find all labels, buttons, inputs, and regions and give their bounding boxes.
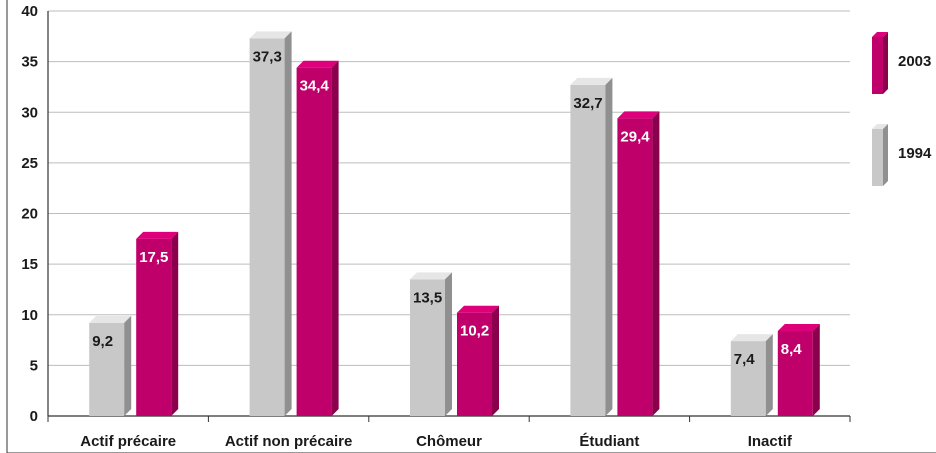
legend-label: 1994 bbox=[898, 145, 932, 162]
value-label: 32,7 bbox=[573, 95, 602, 112]
value-label: 8,4 bbox=[781, 341, 803, 358]
value-label: 37,3 bbox=[253, 48, 282, 65]
y-tick-label: 10 bbox=[21, 307, 38, 324]
value-label: 10,2 bbox=[460, 323, 489, 340]
bar-2003-3 bbox=[617, 111, 660, 416]
gridlines bbox=[48, 10, 850, 366]
value-label: 34,4 bbox=[300, 78, 330, 95]
value-label: 7,4 bbox=[734, 351, 756, 368]
category-label: Actif non précaire bbox=[225, 433, 353, 450]
bar-2003-0 bbox=[136, 231, 179, 416]
category-label: Actif précaire bbox=[80, 433, 176, 450]
value-label: 17,5 bbox=[139, 249, 168, 266]
y-tick-label: 5 bbox=[30, 357, 38, 374]
y-tick-label: 40 bbox=[21, 3, 38, 20]
bar-1994-2 bbox=[410, 272, 452, 416]
bar-1994-4 bbox=[730, 334, 773, 416]
bar-2003-1 bbox=[296, 60, 339, 416]
axes: 0 5 10 15 20 25 30 35 40 Actif précaire Actif non … bbox=[6, 0, 936, 453]
legend-label: 2003 bbox=[898, 53, 931, 70]
bar-1994-1 bbox=[249, 31, 292, 417]
bar-1994-0 bbox=[89, 315, 132, 416]
y-tick-label: 15 bbox=[21, 256, 38, 273]
bar-2003-2 bbox=[457, 305, 499, 416]
y-tick-label: 35 bbox=[21, 54, 38, 71]
legend-swatch bbox=[872, 37, 883, 94]
bar-1994-3 bbox=[570, 77, 613, 416]
legend-item-1994: 1994 bbox=[872, 124, 932, 186]
category-label: Chômeur bbox=[416, 433, 482, 450]
value-label: 13,5 bbox=[413, 289, 442, 306]
value-label: 9,2 bbox=[92, 333, 113, 350]
y-tick-label: 0 bbox=[30, 408, 38, 425]
value-labels: 9,2 17,5 37,3 34,4 13,5 10,2 32,7 29,4 7,4 8,4 bbox=[92, 48, 802, 368]
y-tick-label: 30 bbox=[21, 104, 38, 121]
y-tick-label: 20 bbox=[21, 206, 38, 223]
y-tick-label: 25 bbox=[21, 155, 38, 172]
category-label: Étudiant bbox=[579, 433, 639, 450]
category-label: Inactif bbox=[748, 433, 793, 450]
value-label: 29,4 bbox=[620, 128, 650, 145]
legend: 2003 1994 bbox=[872, 32, 932, 186]
legend-item-2003: 2003 bbox=[872, 32, 931, 94]
bar-2003-4 bbox=[777, 323, 820, 416]
bars bbox=[89, 31, 820, 417]
legend-swatch bbox=[872, 129, 883, 186]
